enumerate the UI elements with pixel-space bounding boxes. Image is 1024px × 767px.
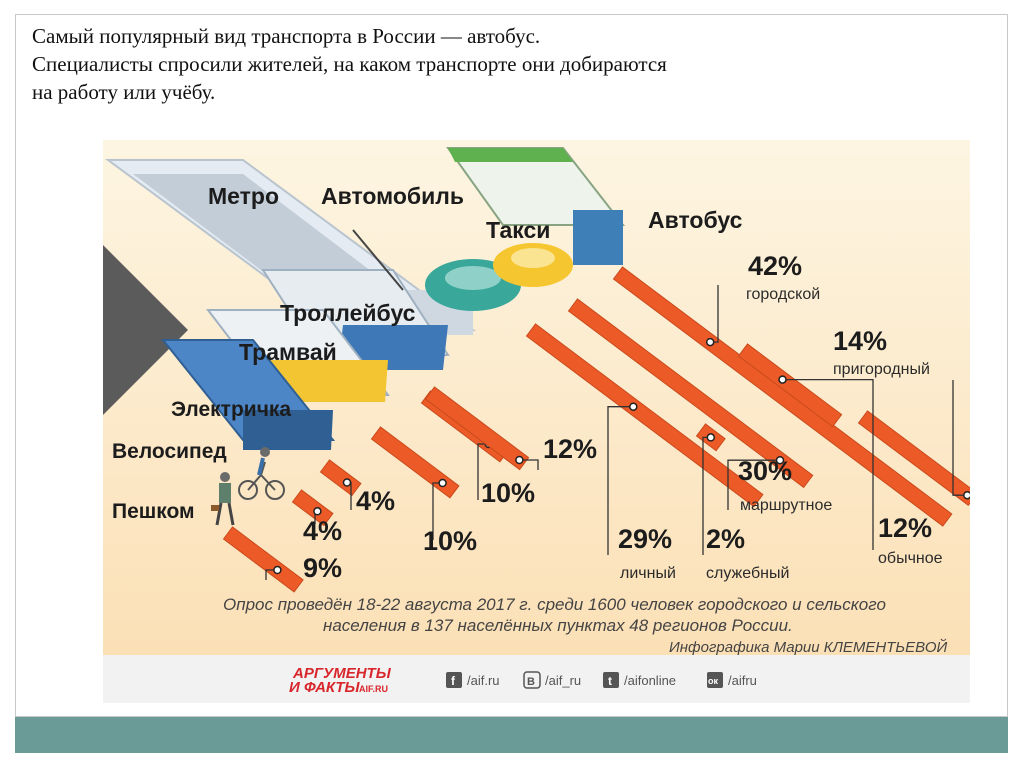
facebook-handle[interactable]: /aif.ru bbox=[467, 673, 500, 688]
electric-train-illustration bbox=[160, 339, 336, 450]
bar-value-label-9: 30% bbox=[738, 456, 792, 486]
social-twitter[interactable]: t /aifonline bbox=[603, 672, 676, 688]
bar-marker-11 bbox=[963, 490, 970, 500]
infographic-credit: Инфографика Марии КЛЕМЕНТЬЕВОЙ bbox=[669, 638, 948, 656]
bar-value-label-3: 4% bbox=[356, 486, 395, 516]
survey-note-line1: Опрос проведён 18-22 августа 2017 г. сре… bbox=[223, 595, 886, 614]
bar-marker-8 bbox=[706, 433, 716, 442]
bar-note-label-8: служебный bbox=[706, 565, 789, 582]
mode-label-tram: Трамвай bbox=[239, 339, 337, 365]
bar-marker-4 bbox=[438, 478, 447, 488]
bar-value-label-7: 29% bbox=[618, 524, 672, 554]
taxi-illustration bbox=[493, 243, 573, 287]
twitter-glyph: t bbox=[608, 674, 612, 688]
twitter-icon bbox=[603, 672, 619, 688]
survey-note-line2: населения в 137 населённых пунктах 48 ре… bbox=[323, 616, 793, 635]
bar-marker-10 bbox=[705, 337, 715, 347]
bars-group: 9% 4% 4% 10%10% 12% 29% личный 2% служебный 30% ма… bbox=[222, 251, 970, 593]
pedestrian-illustration bbox=[211, 472, 235, 526]
bar-value-label-4: 10% bbox=[423, 526, 477, 556]
slide-caption: Самый популярный вид транспорта в России… bbox=[32, 22, 932, 106]
bar-marker-2 bbox=[313, 507, 322, 516]
vk-handle[interactable]: /aif_ru bbox=[545, 673, 581, 688]
bar-marker-9 bbox=[775, 455, 785, 465]
vk-icon bbox=[523, 671, 541, 689]
bar-note-label-11: пригородный bbox=[833, 361, 930, 378]
mode-label-trolleybus: Троллейбус bbox=[280, 300, 416, 326]
caption-line: Специалисты спросили жителей, на каком т… bbox=[32, 52, 667, 76]
bar-4 bbox=[370, 426, 460, 499]
leader-line-9 bbox=[727, 459, 780, 510]
logo-site: AIF.RU bbox=[359, 684, 388, 694]
transport-infographic: 9% 4% 4% 10% 10% 12% 29% личный 2% служебный 30% ма… bbox=[103, 140, 970, 703]
mode-label-bus: Автобус bbox=[648, 207, 743, 233]
bar-1 bbox=[222, 526, 304, 593]
ok-handle[interactable]: /aifru bbox=[728, 673, 757, 688]
bar-note-label-9: маршрутное bbox=[740, 497, 832, 514]
bar-12 bbox=[737, 343, 843, 428]
bar-value-label-11: 14% bbox=[833, 326, 887, 356]
logo-bottom: И ФАКТЫ bbox=[289, 679, 360, 696]
mode-label-car: Автомобиль bbox=[321, 183, 464, 209]
caption-line: на работу или учёбу. bbox=[32, 80, 216, 104]
bar-marker-6 bbox=[515, 455, 524, 465]
bar-7 bbox=[525, 323, 764, 508]
footer-band bbox=[15, 717, 1008, 753]
publisher-strip bbox=[103, 655, 970, 703]
leader-line-6 bbox=[519, 459, 539, 470]
aif-logo: АРГУМЕНТЫ И ФАКТЫ AIF.RU bbox=[289, 665, 392, 696]
leader-line-7 bbox=[607, 406, 634, 555]
bar-value-label-10: 42% bbox=[748, 251, 802, 281]
logo-top: АРГУМЕНТЫ bbox=[292, 665, 392, 682]
caption-line: Самый популярный вид транспорта в России… bbox=[32, 24, 541, 48]
bar-note-label-12: обычное bbox=[878, 550, 943, 567]
bar-marker-7 bbox=[629, 402, 638, 411]
bar-note-label-7: личный bbox=[620, 565, 676, 582]
twitter-handle[interactable]: /aifonline bbox=[624, 673, 676, 688]
cyclist-illustration bbox=[238, 447, 285, 500]
bar-marker-12 bbox=[778, 375, 787, 384]
bar-11 bbox=[857, 410, 970, 506]
facebook-glyph: f bbox=[451, 674, 456, 688]
dark-corner-shape bbox=[103, 245, 188, 415]
bus-illustration bbox=[446, 147, 626, 265]
leader-line-12 bbox=[782, 378, 874, 550]
social-vk[interactable]: В /aif_ru bbox=[523, 671, 581, 689]
bar-value-label-1: 9% bbox=[303, 553, 342, 583]
social-facebook[interactable]: f /aif.ru bbox=[446, 672, 500, 688]
mode-label-metro: Метро bbox=[208, 183, 279, 209]
bar-value-label-2: 4% bbox=[303, 516, 342, 546]
vk-glyph: В bbox=[527, 676, 535, 688]
bar-value-label-8: 2% bbox=[706, 524, 745, 554]
bar-marker-3 bbox=[342, 478, 352, 487]
bar-value-label-5: 10% bbox=[481, 478, 535, 508]
bar-value-label-12: 12% bbox=[878, 513, 932, 543]
bar-2 bbox=[291, 489, 334, 527]
mode-label-walking: Пешком bbox=[112, 500, 195, 523]
ok-icon bbox=[707, 672, 723, 688]
ok-glyph: ок bbox=[708, 676, 718, 686]
mode-label-bicycle: Велосипед bbox=[112, 440, 227, 463]
mode-label-taxi: Такси bbox=[486, 217, 550, 243]
mode-label-electric-train: Электричка bbox=[171, 398, 291, 421]
bar-6 bbox=[424, 386, 530, 471]
social-odnoklassniki[interactable]: ок /aifru bbox=[707, 672, 757, 688]
bar-marker-1 bbox=[273, 565, 282, 575]
facebook-icon bbox=[446, 672, 462, 688]
bar-10 bbox=[612, 266, 953, 527]
leader-line-11 bbox=[952, 380, 968, 496]
bar-note-label-10: городской bbox=[746, 286, 820, 303]
bar-value-label-6: 12% bbox=[543, 434, 597, 464]
bar-9 bbox=[567, 298, 814, 489]
